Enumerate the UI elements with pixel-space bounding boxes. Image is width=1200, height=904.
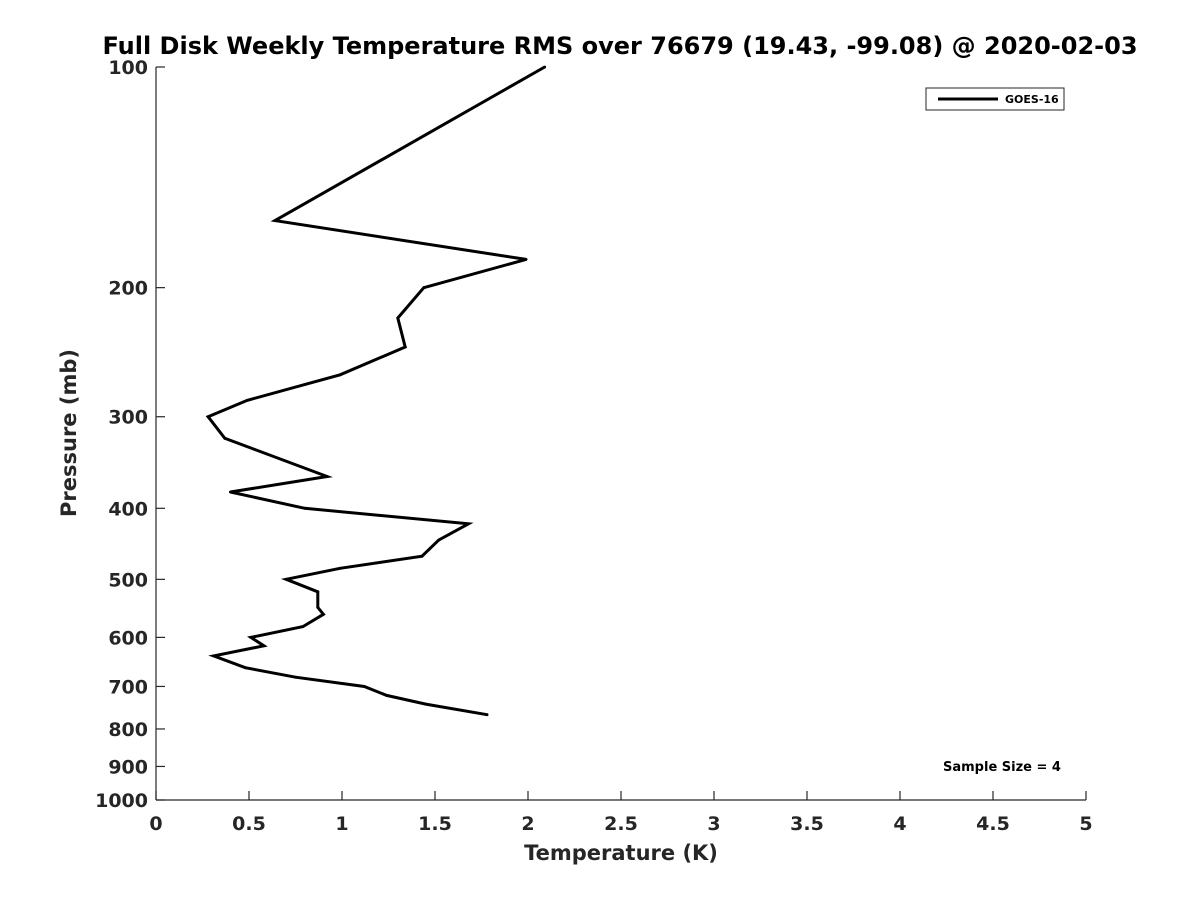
data-point <box>294 675 297 679</box>
data-point <box>229 490 232 494</box>
x-tick-label: 2 <box>521 813 534 835</box>
series-layer <box>205 65 547 717</box>
y-axis-label: Pressure (mb) <box>57 349 81 517</box>
y-tick-label: 300 <box>108 407 148 429</box>
chart-title: Full Disk Weekly Temperature RMS over 76… <box>102 32 1137 60</box>
y-tick-label: 200 <box>108 278 148 300</box>
legend: GOES-16 <box>925 87 1065 111</box>
data-point <box>403 345 407 349</box>
data-point <box>206 415 210 419</box>
data-point <box>262 644 266 648</box>
x-tick-label: 4 <box>893 813 906 835</box>
y-tick-label: 600 <box>108 627 148 649</box>
y-tick-label: 800 <box>108 719 148 741</box>
x-tick-label: 0 <box>149 813 162 835</box>
data-point <box>420 554 424 558</box>
data-point <box>385 694 388 697</box>
x-tick-label: 2.5 <box>604 813 638 835</box>
axes <box>155 67 1086 801</box>
data-point <box>338 566 342 570</box>
data-point <box>524 258 528 261</box>
x-tick-label: 0.5 <box>232 813 266 835</box>
x-ticks: 0 0.5 1 1.5 2 2.5 3 3.5 4 4.5 5 <box>149 791 1093 835</box>
data-point <box>245 399 249 402</box>
data-point <box>424 702 428 706</box>
data-point <box>322 612 325 616</box>
data-point <box>437 538 441 542</box>
x-tick-label: 4.5 <box>976 813 1010 835</box>
data-point <box>485 713 489 717</box>
y-tick-label: 100 <box>108 57 148 79</box>
data-point <box>249 636 253 639</box>
data-point <box>223 436 227 440</box>
data-point <box>316 606 320 609</box>
data-point <box>273 219 277 223</box>
data-point <box>396 316 400 320</box>
data-point <box>284 577 288 581</box>
x-tick-label: 3.5 <box>790 813 824 835</box>
y-tick-label: 500 <box>108 569 148 591</box>
y-tick-label: 900 <box>108 756 148 778</box>
data-point <box>338 373 342 377</box>
data-point <box>303 506 307 510</box>
data-point <box>212 654 216 658</box>
data-point <box>543 65 547 69</box>
y-tick-label: 700 <box>108 676 148 698</box>
data-point <box>325 475 329 478</box>
sample-size-annotation: Sample Size = 4 <box>943 760 1061 775</box>
data-point <box>362 685 366 688</box>
data-point <box>316 590 320 594</box>
data-point <box>467 522 470 526</box>
x-tick-label: 5 <box>1079 813 1092 835</box>
series-line-0 <box>205 65 546 717</box>
x-tick-label: 3 <box>707 813 720 835</box>
legend-label: GOES-16 <box>1005 93 1059 106</box>
x-tick-label: 1.5 <box>418 813 452 835</box>
y-ticks: 100 200 300 400 500 600 700 800 900 1000 <box>95 57 165 812</box>
y-tick-label: 1000 <box>95 790 148 812</box>
x-axis-label: Temperature (K) <box>524 841 718 865</box>
data-point <box>301 625 305 628</box>
data-point <box>243 666 247 670</box>
data-point <box>422 286 426 290</box>
x-tick-label: 1 <box>335 813 348 835</box>
y-tick-label: 400 <box>108 498 148 520</box>
